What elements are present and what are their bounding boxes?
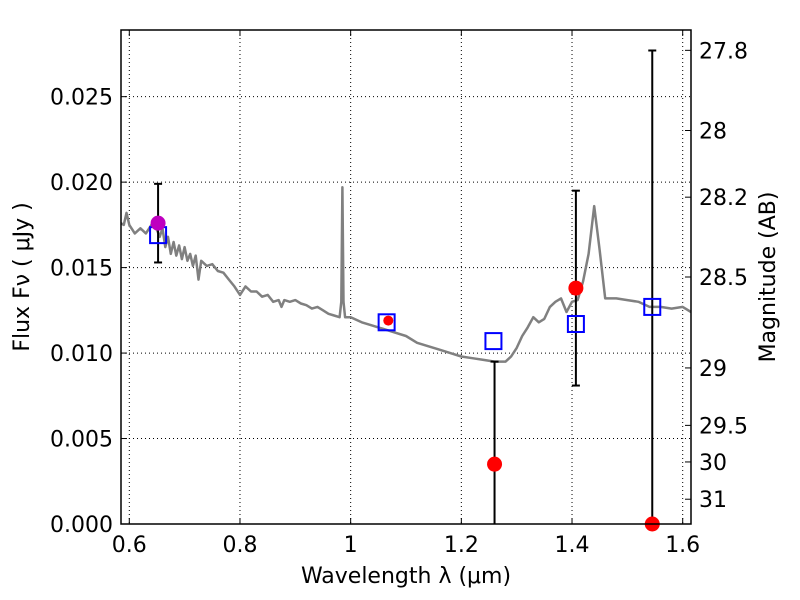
observed-circle-marker <box>383 315 394 326</box>
right-tick-label: 29.5 <box>699 414 748 439</box>
model-square-marker <box>484 332 503 351</box>
x-tick-label: 1.2 <box>444 533 479 558</box>
y-tick-label: 0.025 <box>50 86 113 111</box>
observed-circle-marker <box>487 456 503 472</box>
y-axis-title: Flux Fν ( μJy ) <box>10 202 35 351</box>
y-tick-label: 0.015 <box>50 257 113 282</box>
model-square-marker <box>566 315 585 334</box>
y-tick-label: 0.005 <box>50 428 113 453</box>
right-tick-label: 28.5 <box>699 266 748 291</box>
x-tick-label: 1 <box>344 533 358 558</box>
x-tick-label: 0.8 <box>222 533 257 558</box>
x-tick-label: 1.4 <box>555 533 590 558</box>
model-square-marker <box>377 313 396 332</box>
axis-ticks: 0.6 0.8 1 1.2 1.4 1.6 0.000 0.005 0.010 0.015 0.02… <box>50 30 748 558</box>
x-axis-title: Wavelength λ (μm) <box>301 564 511 589</box>
x-tick-label: 0.6 <box>112 533 147 558</box>
y-tick-label: 0.020 <box>50 171 113 196</box>
right-tick-label: 29 <box>699 357 727 382</box>
observed-circle-marker <box>150 215 166 231</box>
right-tick-label: 28 <box>699 120 727 145</box>
y-tick-label: 0.010 <box>50 342 113 367</box>
observed-circle-marker <box>568 280 584 296</box>
y-tick-label: 0.000 <box>50 513 113 538</box>
right-tick-label: 27.8 <box>699 39 748 64</box>
right-tick-label: 28.2 <box>699 186 748 211</box>
model-square-marker <box>643 297 662 316</box>
right-axis-title: Magnitude (AB) <box>756 192 781 363</box>
right-tick-label: 30 <box>699 451 727 476</box>
spectrum-line <box>120 186 692 363</box>
plot-background <box>121 30 691 524</box>
right-tick-label: 31 <box>699 488 727 513</box>
data-series <box>120 49 692 532</box>
x-tick-label: 1.6 <box>665 533 700 558</box>
